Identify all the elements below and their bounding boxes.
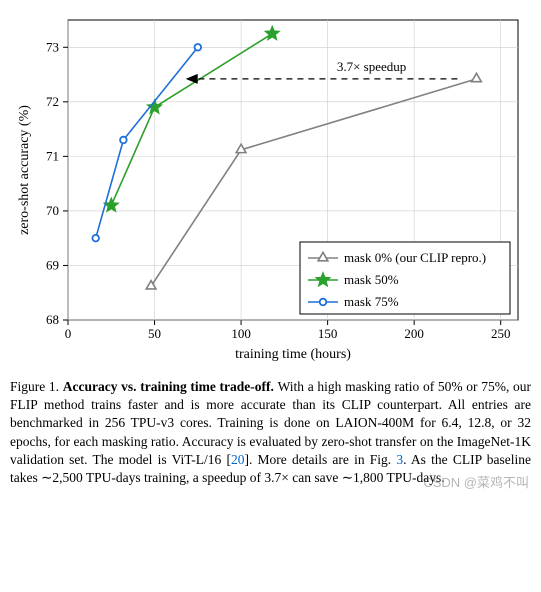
svg-text:71: 71	[46, 148, 59, 163]
svg-text:150: 150	[318, 326, 338, 341]
svg-text:0: 0	[65, 326, 72, 341]
caption-title: Accuracy vs. training time trade-off.	[63, 379, 278, 394]
chart-figure: 0 50 100 150 200 250 68 69 70 71 72 73 training time…	[10, 10, 530, 370]
citation-ref-20[interactable]: 20	[231, 452, 245, 467]
svg-text:69: 69	[46, 257, 59, 272]
caption-label: Figure 1.	[10, 379, 59, 394]
figure-caption: Figure 1. Accuracy vs. training time tra…	[10, 378, 531, 487]
svg-text:zero-shot accuracy (%): zero-shot accuracy (%)	[17, 105, 32, 235]
svg-text:68: 68	[46, 312, 59, 327]
svg-text:training time (hours): training time (hours)	[235, 347, 351, 362]
svg-text:3.7× speedup: 3.7× speedup	[337, 59, 406, 74]
svg-text:100: 100	[231, 326, 251, 341]
svg-text:200: 200	[404, 326, 424, 341]
svg-text:50: 50	[148, 326, 161, 341]
svg-text:mask 50%: mask 50%	[344, 272, 399, 287]
svg-text:72: 72	[46, 94, 59, 109]
watermark-text: CSDN @菜鸡不叫	[423, 472, 529, 491]
caption-body-2: ]. More details are in Fig.	[244, 452, 396, 467]
svg-text:70: 70	[46, 203, 59, 218]
svg-text:mask 0% (our CLIP repro.): mask 0% (our CLIP repro.)	[344, 250, 486, 265]
chart-svg: 0 50 100 150 200 250 68 69 70 71 72 73 training time…	[10, 10, 530, 370]
svg-text:250: 250	[491, 326, 511, 341]
svg-text:73: 73	[46, 39, 59, 54]
svg-text:mask 75%: mask 75%	[344, 294, 399, 309]
